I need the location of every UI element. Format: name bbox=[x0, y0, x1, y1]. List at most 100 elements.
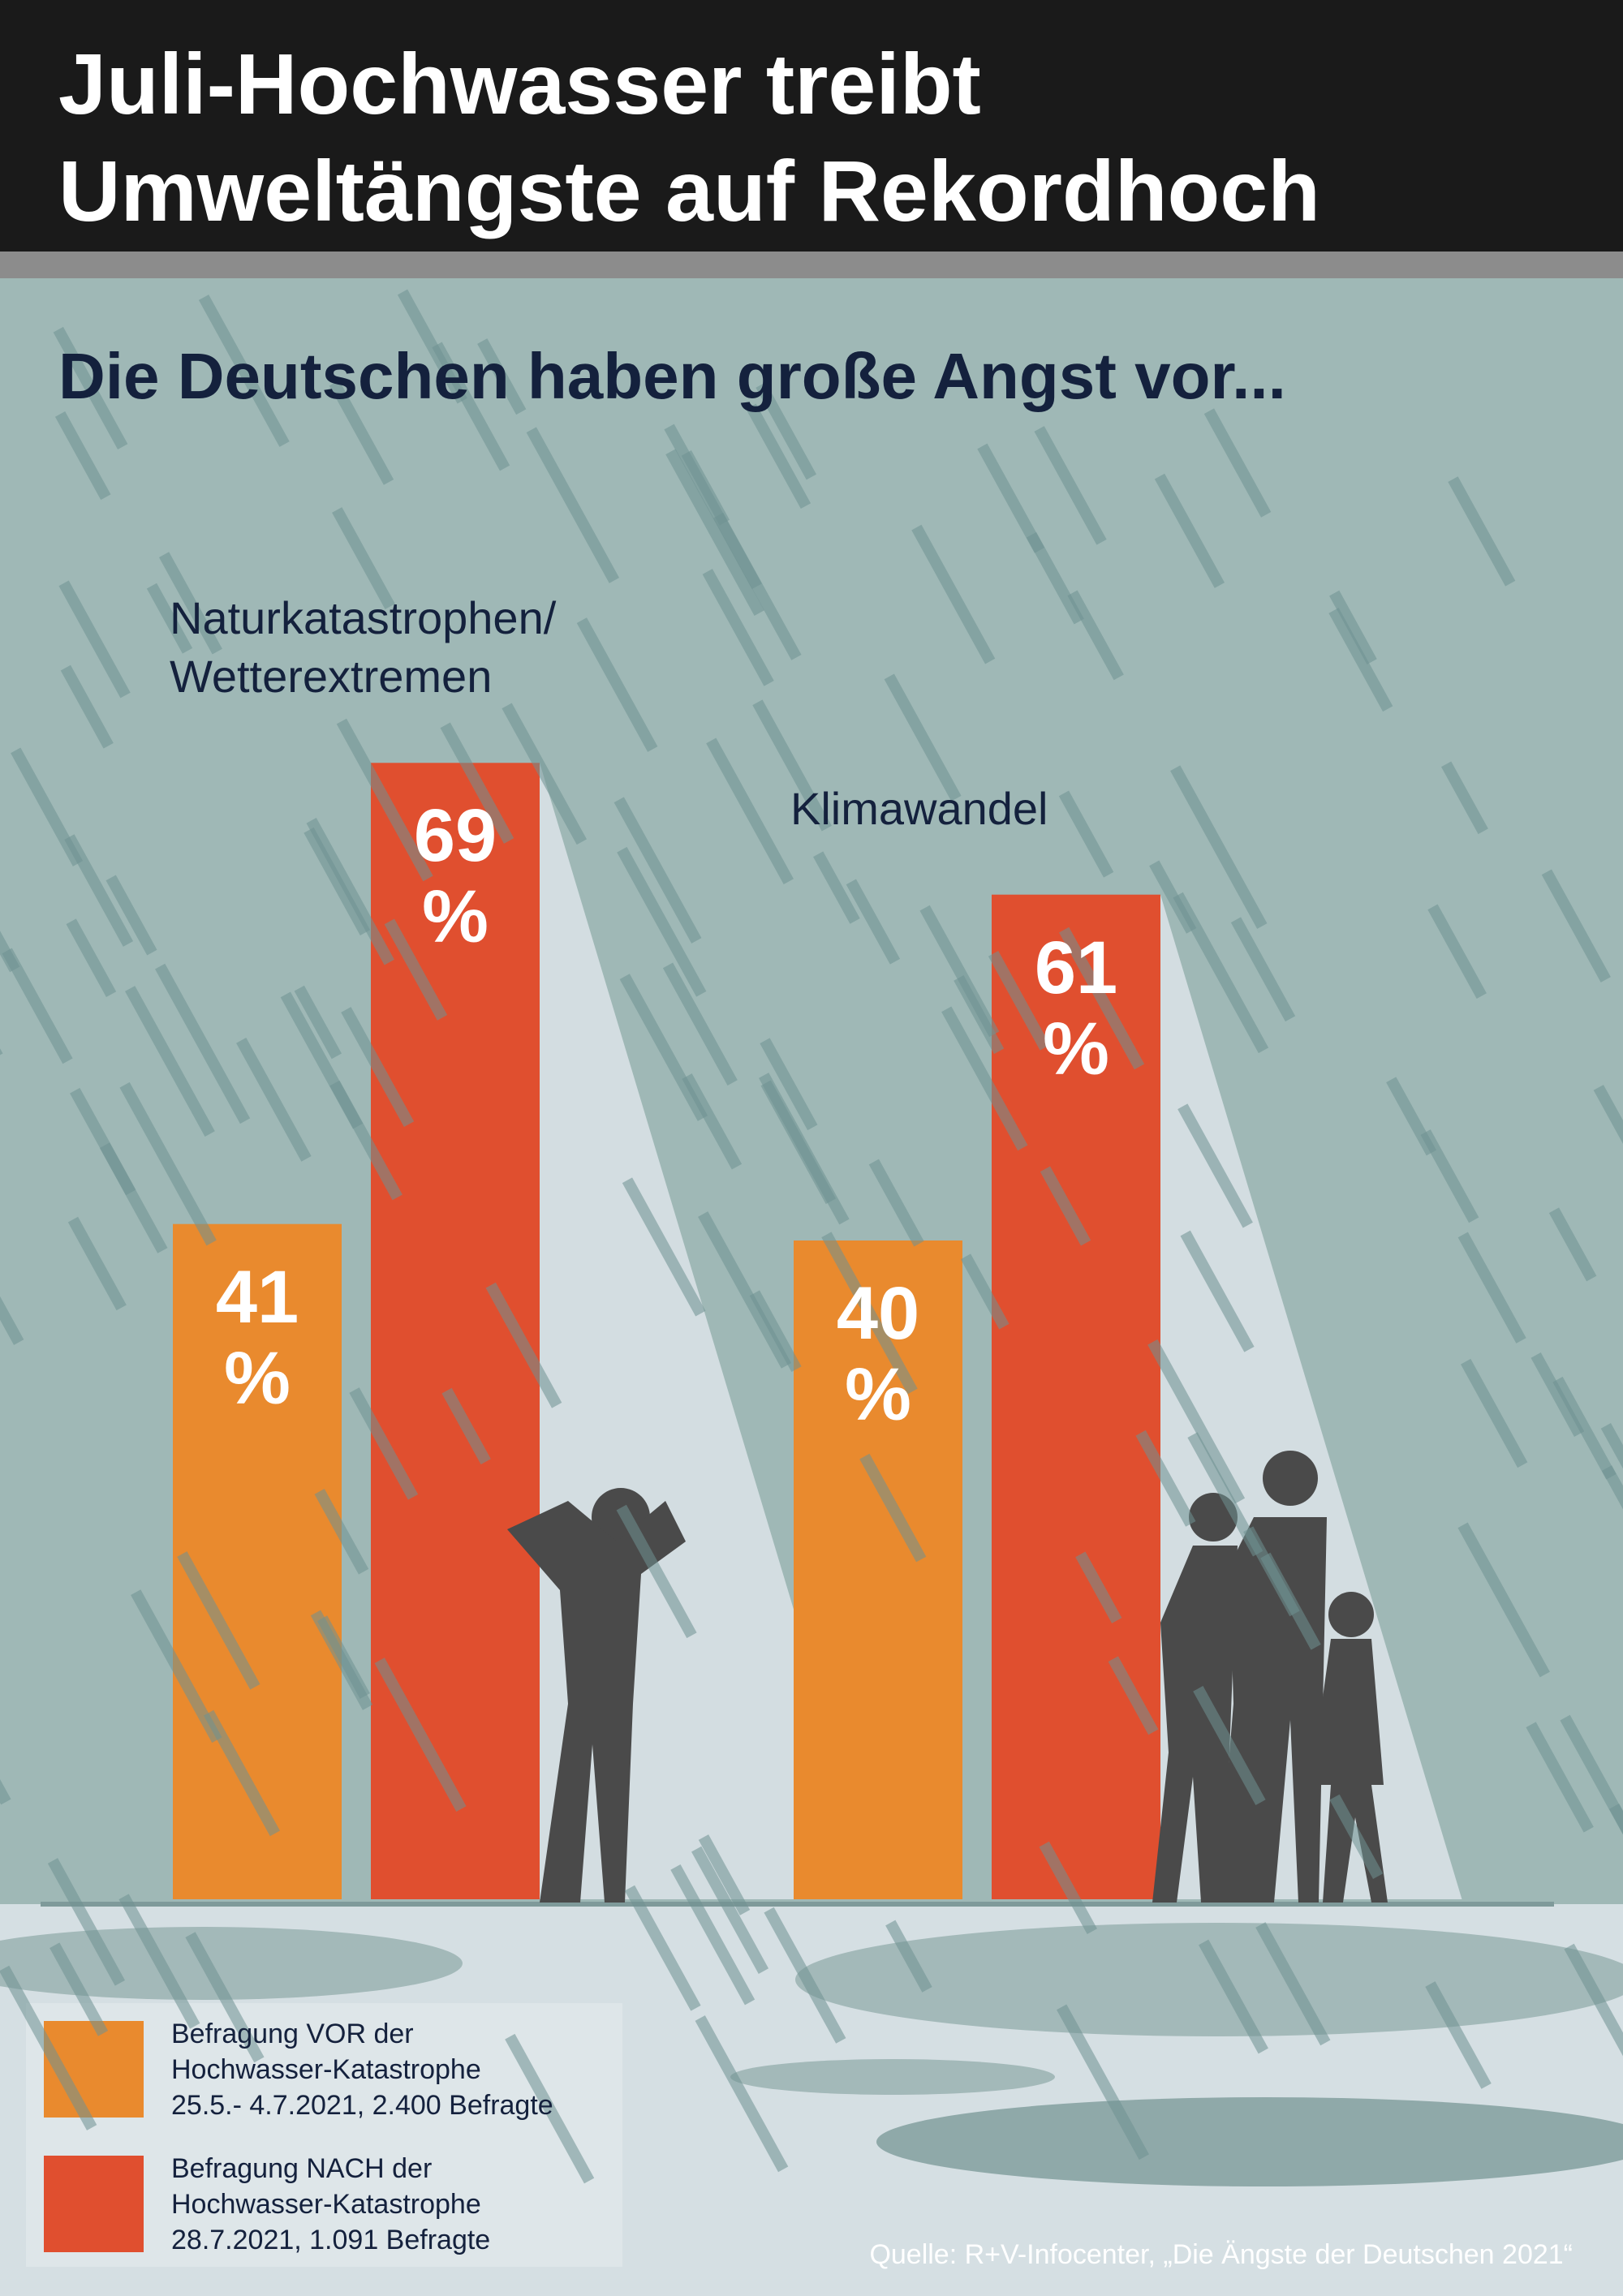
rain-streak bbox=[702, 569, 774, 686]
rain-streak bbox=[698, 1211, 792, 1369]
legend-label: Befragung VOR der Hochwasser-Katastrophe… bbox=[171, 2019, 553, 2121]
rain-streak bbox=[185, 1932, 265, 2063]
rain-streak bbox=[1057, 2004, 1149, 2161]
rain-streak bbox=[1149, 860, 1197, 934]
rain-streak bbox=[1425, 1981, 1492, 2089]
rain-streak bbox=[1461, 1358, 1528, 1468]
rain-streak bbox=[306, 817, 394, 965]
rain-streak bbox=[1040, 1166, 1091, 1246]
rain-streak bbox=[314, 1488, 369, 1575]
rain-streak bbox=[1440, 761, 1488, 835]
rain-streak bbox=[11, 747, 84, 866]
rain-streak bbox=[441, 1387, 491, 1465]
rain-streak bbox=[919, 905, 1000, 1038]
puddle bbox=[876, 2097, 1623, 2186]
rain-streak bbox=[756, 382, 817, 480]
rain-streak bbox=[941, 1006, 1028, 1151]
rain-streak bbox=[911, 524, 996, 664]
rain-streak bbox=[616, 1504, 697, 1639]
rain-streak bbox=[988, 950, 1050, 1051]
rain-streak bbox=[1243, 1526, 1300, 1617]
rain-streak bbox=[1067, 590, 1124, 681]
rain-streak bbox=[374, 1658, 467, 1812]
rain-streak bbox=[105, 875, 157, 956]
rain-streak bbox=[477, 338, 527, 415]
rain-streak bbox=[203, 1709, 281, 1837]
rain-streak bbox=[0, 1965, 97, 2130]
category-label: Klimawandel bbox=[790, 782, 1048, 834]
rain-streak bbox=[384, 918, 448, 1021]
value-label: 41 % bbox=[215, 1255, 299, 1420]
rain-streak bbox=[846, 879, 901, 965]
bar bbox=[794, 1240, 962, 1899]
subtitle: Die Deutschen haben große Angst vor... bbox=[58, 340, 1286, 412]
header-stripe bbox=[0, 252, 1623, 278]
rain-streak bbox=[505, 2033, 595, 2184]
rain-streak bbox=[1552, 1376, 1617, 1480]
value-label: 61 % bbox=[1034, 926, 1118, 1090]
rain-streak bbox=[1039, 1841, 1097, 1935]
rain-streak bbox=[1255, 1922, 1331, 2046]
rain-streak bbox=[1601, 1465, 1623, 1510]
rain-streak bbox=[118, 1894, 200, 2029]
rain-streak bbox=[58, 580, 131, 699]
rain-streak bbox=[1177, 1103, 1253, 1228]
rain-streak bbox=[624, 1885, 701, 2011]
rain-streak bbox=[332, 507, 395, 609]
rain-streak bbox=[294, 985, 342, 1060]
rain-streak bbox=[760, 1080, 837, 1205]
rain-streak bbox=[236, 1037, 312, 1162]
rain-streak bbox=[50, 1942, 109, 2036]
rain-streak bbox=[1600, 1422, 1623, 1469]
rain-streak bbox=[1548, 1207, 1597, 1282]
rain-streak bbox=[884, 673, 962, 802]
rain-streak bbox=[1034, 426, 1107, 545]
bar bbox=[173, 1223, 342, 1899]
header-band bbox=[0, 0, 1623, 252]
rain-streak bbox=[125, 986, 215, 1137]
rain-streak bbox=[682, 1073, 743, 1170]
rain-streak bbox=[617, 846, 707, 997]
rain-streak bbox=[158, 552, 222, 655]
rain-streak bbox=[1135, 1430, 1196, 1527]
rain-streak bbox=[1147, 1339, 1246, 1504]
rain-streak bbox=[622, 1177, 706, 1317]
rain-streak bbox=[341, 1007, 415, 1128]
value-label: 40 % bbox=[836, 1272, 920, 1436]
rain-streak bbox=[664, 424, 762, 590]
rain-streak bbox=[1448, 476, 1516, 587]
rain-streak bbox=[1329, 1794, 1384, 1879]
rain-streak bbox=[1560, 1714, 1623, 1835]
rain-streak bbox=[1059, 927, 1145, 1070]
rain-streak bbox=[146, 583, 193, 654]
rain-streak bbox=[1593, 1085, 1623, 1144]
rain-streak bbox=[70, 1087, 136, 1196]
rain-streak bbox=[1198, 1939, 1268, 2054]
title: Juli-Hochwasser treibt Umweltängste auf … bbox=[58, 37, 1320, 239]
rain-streak bbox=[764, 1907, 846, 2044]
legend-swatch bbox=[44, 2156, 144, 2252]
rain-streak bbox=[859, 1453, 927, 1563]
rain-streak bbox=[119, 1081, 217, 1246]
rain-streak bbox=[1058, 790, 1114, 878]
rain-streak bbox=[47, 1858, 126, 1986]
rain-streak bbox=[1526, 1722, 1594, 1833]
rain-streak bbox=[1564, 1943, 1623, 2057]
rain-streak bbox=[1328, 608, 1393, 712]
rain-streak bbox=[304, 827, 371, 936]
rain-streak bbox=[706, 737, 794, 885]
rain-streak bbox=[131, 1589, 222, 1743]
rain-streak bbox=[440, 722, 514, 844]
rain-streak bbox=[2, 948, 73, 1064]
rain-streak bbox=[665, 449, 764, 616]
rain-streak bbox=[698, 1834, 751, 1915]
rain-streak bbox=[1386, 1077, 1437, 1156]
rain-streak bbox=[53, 326, 128, 450]
rain-streak bbox=[1427, 904, 1487, 999]
rain-streak bbox=[821, 1232, 918, 1395]
rain-streak bbox=[1170, 765, 1268, 929]
puddle bbox=[730, 2059, 1055, 2095]
rain-streak bbox=[670, 1864, 756, 2006]
rain-streak bbox=[760, 1038, 818, 1131]
